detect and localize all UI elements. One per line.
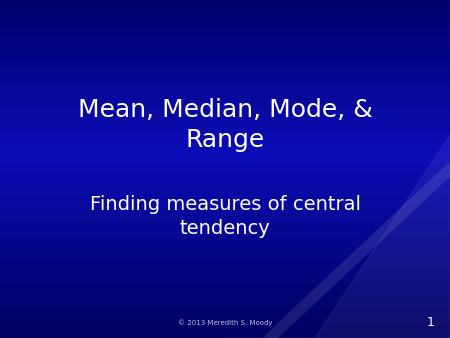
Text: 1: 1 [427, 316, 434, 329]
Text: Finding measures of central
tendency: Finding measures of central tendency [90, 195, 360, 238]
Text: © 2013 Meredith S. Moody: © 2013 Meredith S. Moody [178, 319, 272, 326]
Text: Mean, Median, Mode, &
Range: Mean, Median, Mode, & Range [77, 98, 373, 152]
Polygon shape [225, 135, 450, 338]
